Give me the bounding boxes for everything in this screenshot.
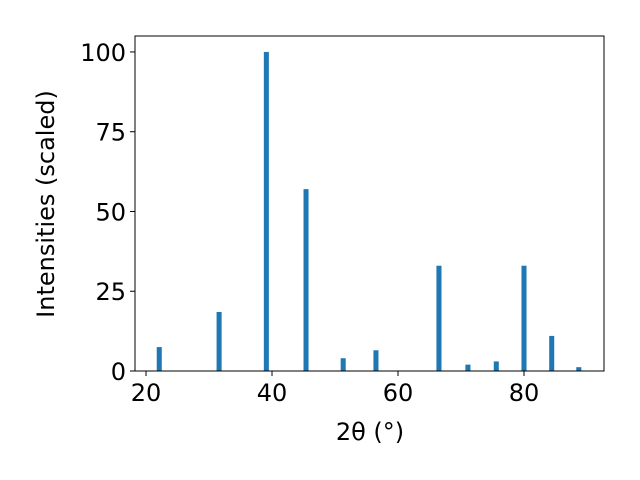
bar <box>576 367 582 371</box>
bar <box>493 361 499 371</box>
x-tick-label: 40 <box>257 379 288 407</box>
x-axis-label: 2θ (°) <box>336 418 404 446</box>
bar <box>521 265 527 371</box>
bar <box>340 358 346 371</box>
x-tick-label: 60 <box>383 379 414 407</box>
x-tick-label: 80 <box>509 379 540 407</box>
bar <box>303 189 309 371</box>
y-tick-label: 25 <box>95 278 126 306</box>
bar <box>373 350 379 371</box>
bar <box>156 347 162 371</box>
bar <box>263 51 269 371</box>
y-tick-label: 100 <box>80 39 126 67</box>
y-axis-label: Intensities (scaled) <box>32 90 60 318</box>
plot-frame <box>134 35 605 372</box>
y-tick-label: 50 <box>95 198 126 226</box>
x-tick-label: 20 <box>131 379 162 407</box>
bar <box>465 364 471 371</box>
bar <box>436 265 442 371</box>
y-tick-label: 0 <box>111 358 126 386</box>
bar <box>549 335 555 371</box>
y-tick-label: 75 <box>95 119 126 147</box>
bar <box>216 311 222 371</box>
